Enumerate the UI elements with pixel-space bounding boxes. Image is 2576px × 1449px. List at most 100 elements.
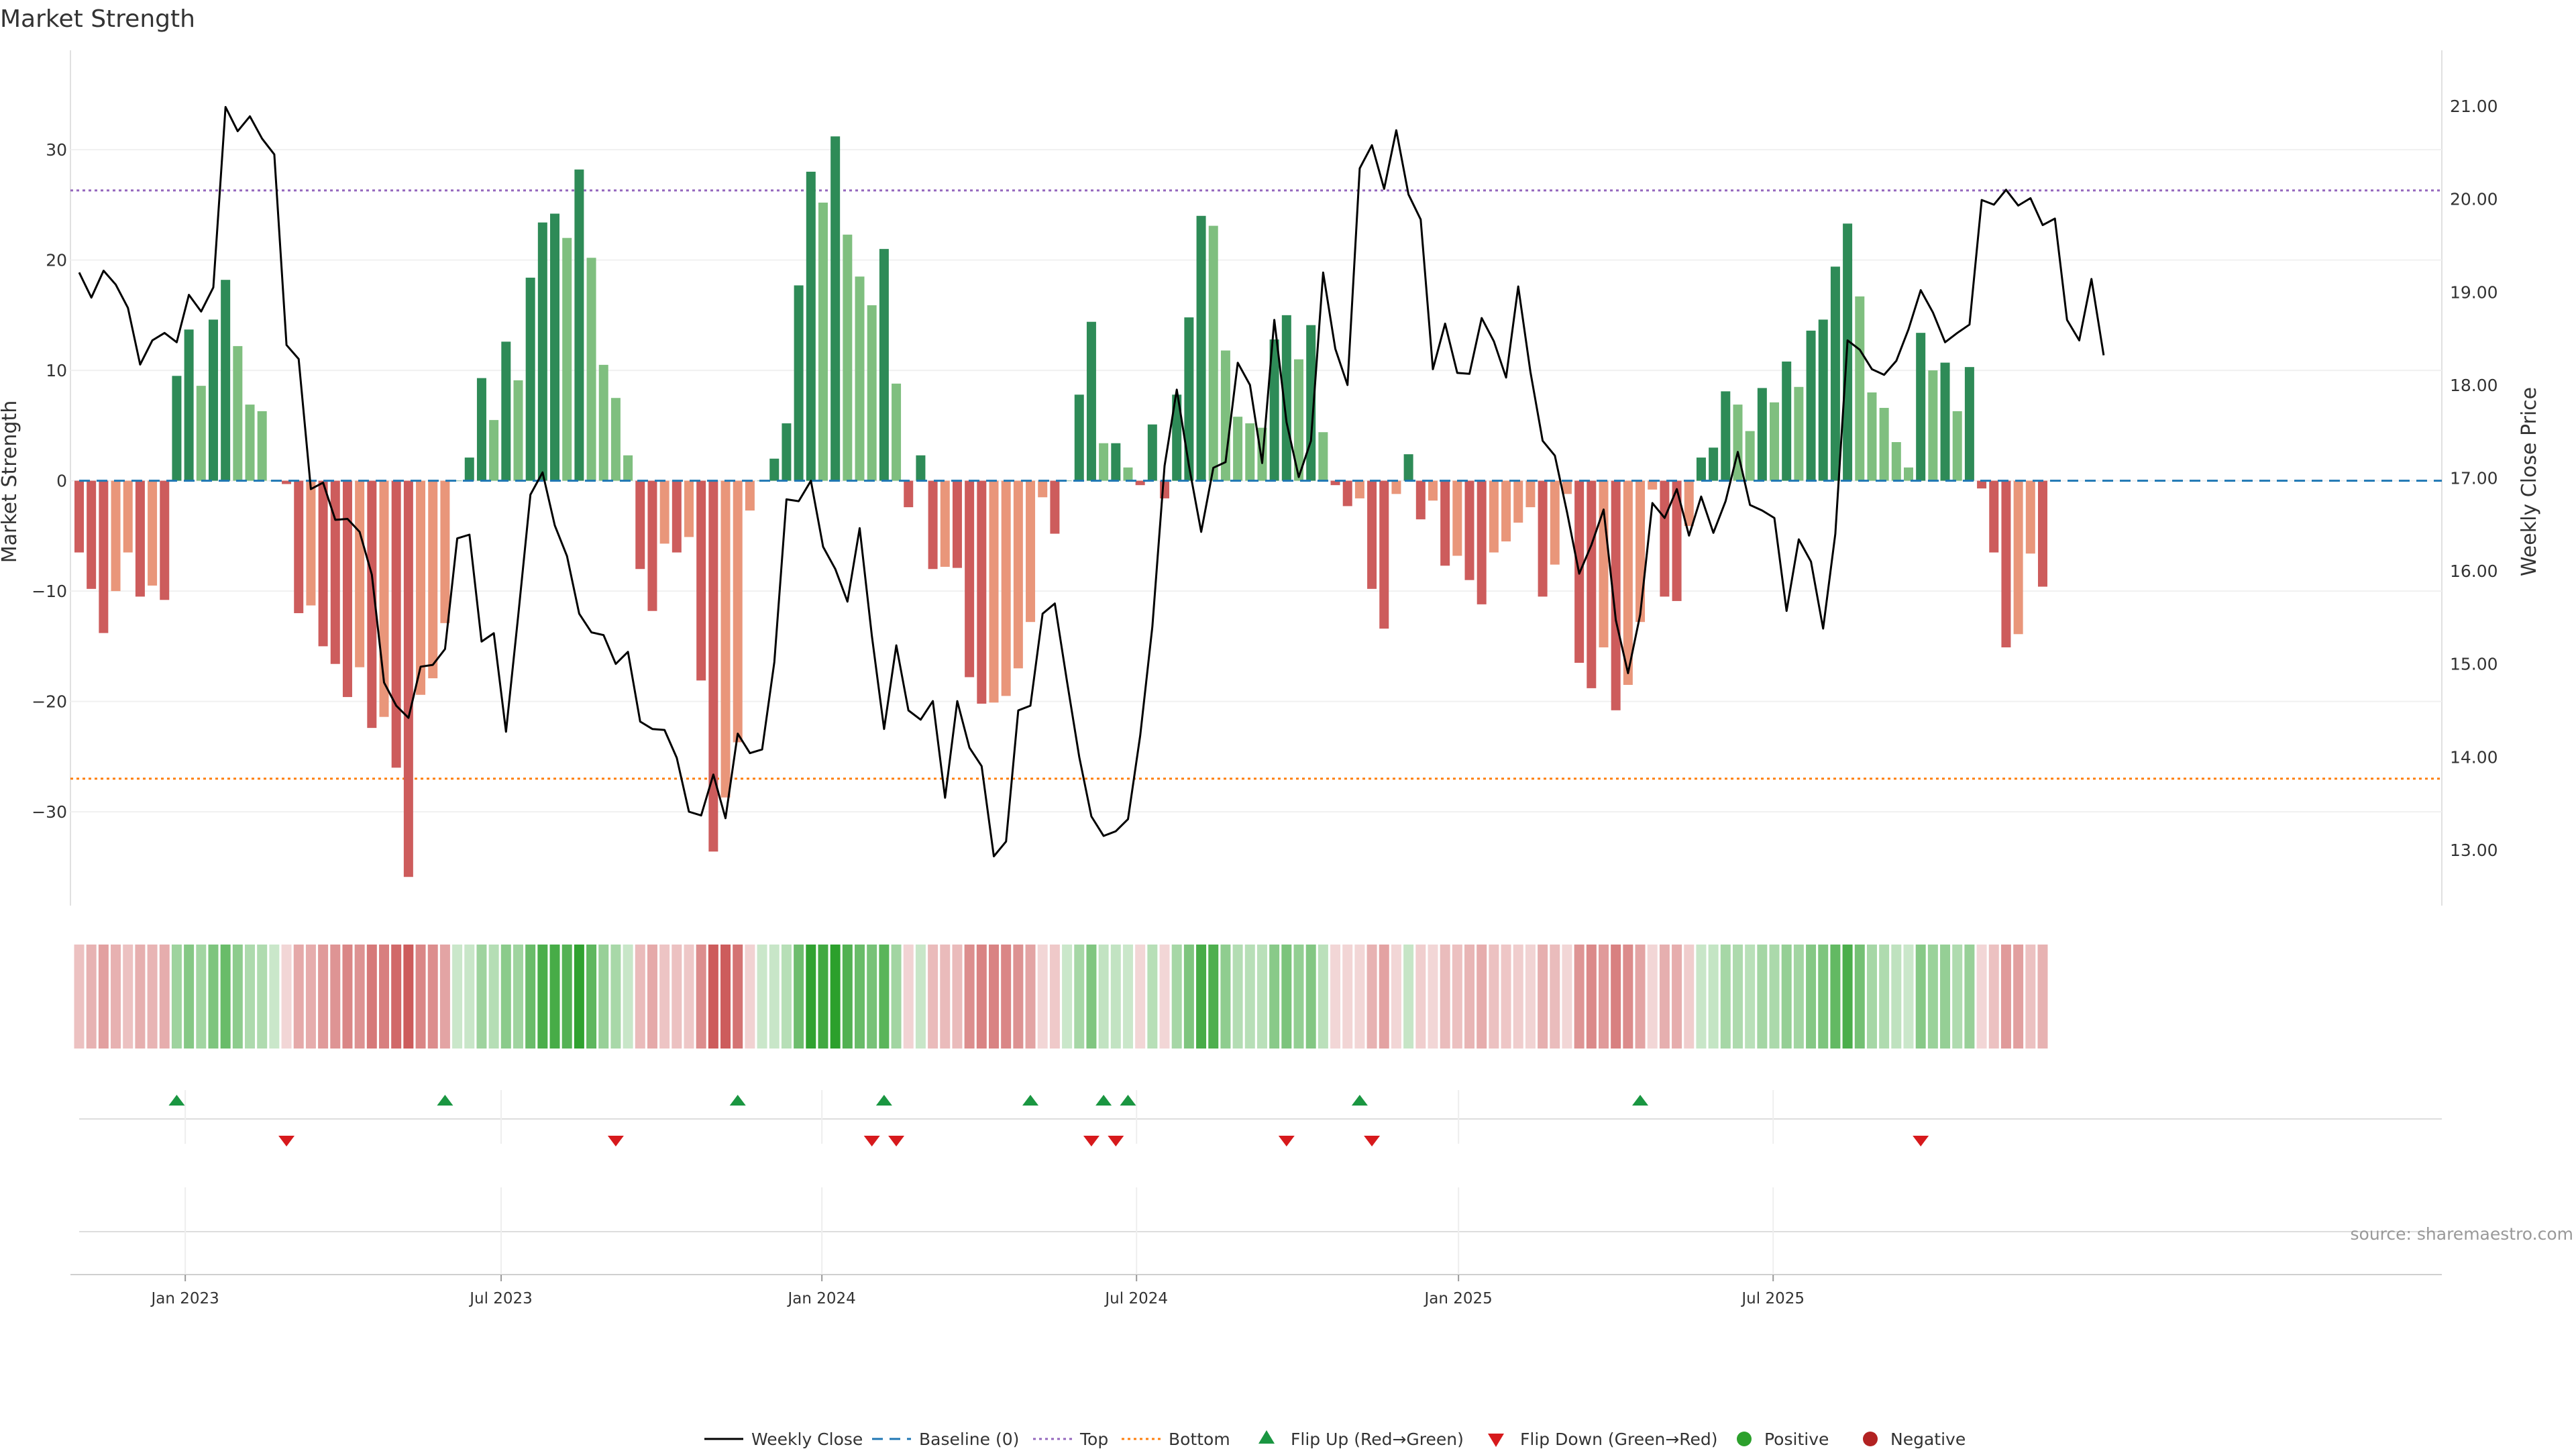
heat-cell [1122, 945, 1133, 1049]
strength-bar [513, 380, 523, 481]
legend-bottom: Bottom [1169, 1430, 1230, 1449]
heat-cell [1062, 945, 1073, 1049]
heat-cell [330, 945, 341, 1049]
heat-cell [1415, 945, 1426, 1049]
heat-cell [111, 945, 121, 1049]
strength-bar [879, 249, 889, 481]
flip-up-marker [1120, 1095, 1136, 1106]
y-tick-label: 20 [46, 251, 67, 270]
legend-flip-down: Flip Down (Green→Red) [1520, 1430, 1718, 1449]
strength-bar [342, 480, 352, 698]
flip-down-marker [278, 1136, 295, 1146]
heat-cell [513, 945, 523, 1049]
heat-cell [598, 945, 609, 1049]
heat-cell [1256, 945, 1267, 1049]
heat-cell [257, 945, 268, 1049]
heat-cell [342, 945, 353, 1049]
strength-bar [1977, 480, 1987, 489]
heat-cell [1147, 945, 1158, 1049]
heat-cell [1305, 945, 1316, 1049]
y-tick-label: 10 [46, 361, 67, 380]
y2-tick-label: 20.00 [2450, 190, 2498, 209]
strength-bar [1830, 266, 1840, 481]
heat-cell [403, 945, 414, 1049]
strength-bar [233, 345, 243, 481]
strength-bar [184, 329, 194, 481]
heat-cell [318, 945, 329, 1049]
gridlines [70, 149, 2442, 1275]
heat-cell [354, 945, 365, 1049]
heat-cell [1915, 945, 1926, 1049]
heat-cell [171, 945, 182, 1049]
heat-cell [2000, 945, 2011, 1049]
date-tick-label: Jan 2023 [150, 1290, 219, 1307]
y-axis-label: Market Strength [0, 400, 21, 563]
heat-cell [1318, 945, 1328, 1049]
heat-cell [1586, 945, 1597, 1049]
strength-bar [160, 480, 170, 600]
strength-bar [1684, 480, 1694, 527]
heat-cell [915, 945, 926, 1049]
strength-bar [1794, 386, 1804, 481]
strength-bar [452, 480, 462, 482]
strength-bar [476, 378, 486, 481]
heat-cell [1623, 945, 1633, 1049]
strength-bar [830, 136, 841, 481]
flip-up-marker [437, 1095, 453, 1106]
strength-bar [1818, 319, 1828, 481]
strength-bar [1074, 394, 1084, 481]
heat-cell [952, 945, 963, 1049]
heat-cell [159, 945, 170, 1049]
strength-bar [1782, 361, 1792, 481]
heat-cell [1818, 945, 1829, 1049]
strength-bar [1891, 442, 1901, 481]
heat-cell [245, 945, 256, 1049]
date-tick-label: Jan 2024 [787, 1290, 856, 1307]
heat-cell [232, 945, 243, 1049]
flip-down-marker [1108, 1136, 1124, 1146]
strength-bar [1318, 432, 1328, 481]
strength-bar [1196, 215, 1206, 481]
strength-bar [720, 480, 731, 798]
heat-cell [1269, 945, 1280, 1049]
heat-cell [1647, 945, 1658, 1049]
heat-cell [1049, 945, 1060, 1049]
heat-cell [1635, 945, 1646, 1049]
heat-cell [1464, 945, 1475, 1049]
legend-flip-up-icon [1258, 1430, 1275, 1444]
strength-bar [1696, 458, 1706, 481]
strength-bar [684, 480, 694, 537]
heat-cell [684, 945, 694, 1049]
strength-bar [1928, 370, 1938, 481]
strength-bar [1123, 467, 1133, 481]
strength-bar [294, 480, 304, 614]
heat-cell [415, 945, 426, 1049]
heat-cell [976, 945, 987, 1049]
strength-bar [1648, 480, 1658, 490]
y2-tick-label: 14.00 [2450, 747, 2498, 767]
strength-bar [2001, 480, 2011, 648]
heat-cell [1988, 945, 1999, 1049]
strength-bar [1623, 480, 1633, 685]
strength-bar [537, 222, 547, 481]
strength-bar [1306, 325, 1316, 481]
heat-cell [1135, 945, 1146, 1049]
heat-cell [1611, 945, 1621, 1049]
strength-bar [1269, 339, 1279, 481]
heat-cell [196, 945, 207, 1049]
legend: Weekly Close Baseline (0) Top Bottom Fli… [704, 1430, 1966, 1449]
strength-bar [1904, 467, 1913, 481]
strength-heat-strip [74, 945, 2048, 1049]
strength-bar [708, 480, 718, 852]
heat-cell [1720, 945, 1731, 1049]
heat-cell [1477, 945, 1487, 1049]
heat-cell [269, 945, 280, 1049]
heat-cell [1330, 945, 1341, 1049]
right-y-ticks: 21.00 20.00 19.00 18.00 17.00 16.00 15.00 14.00… [2450, 97, 2498, 860]
date-tick-label: Jul 2025 [1740, 1290, 1805, 1307]
heat-cell [1513, 945, 1523, 1049]
strength-bar [1635, 480, 1646, 623]
flip-down-marker [607, 1136, 624, 1146]
y2-tick-label: 18.00 [2450, 376, 2498, 395]
